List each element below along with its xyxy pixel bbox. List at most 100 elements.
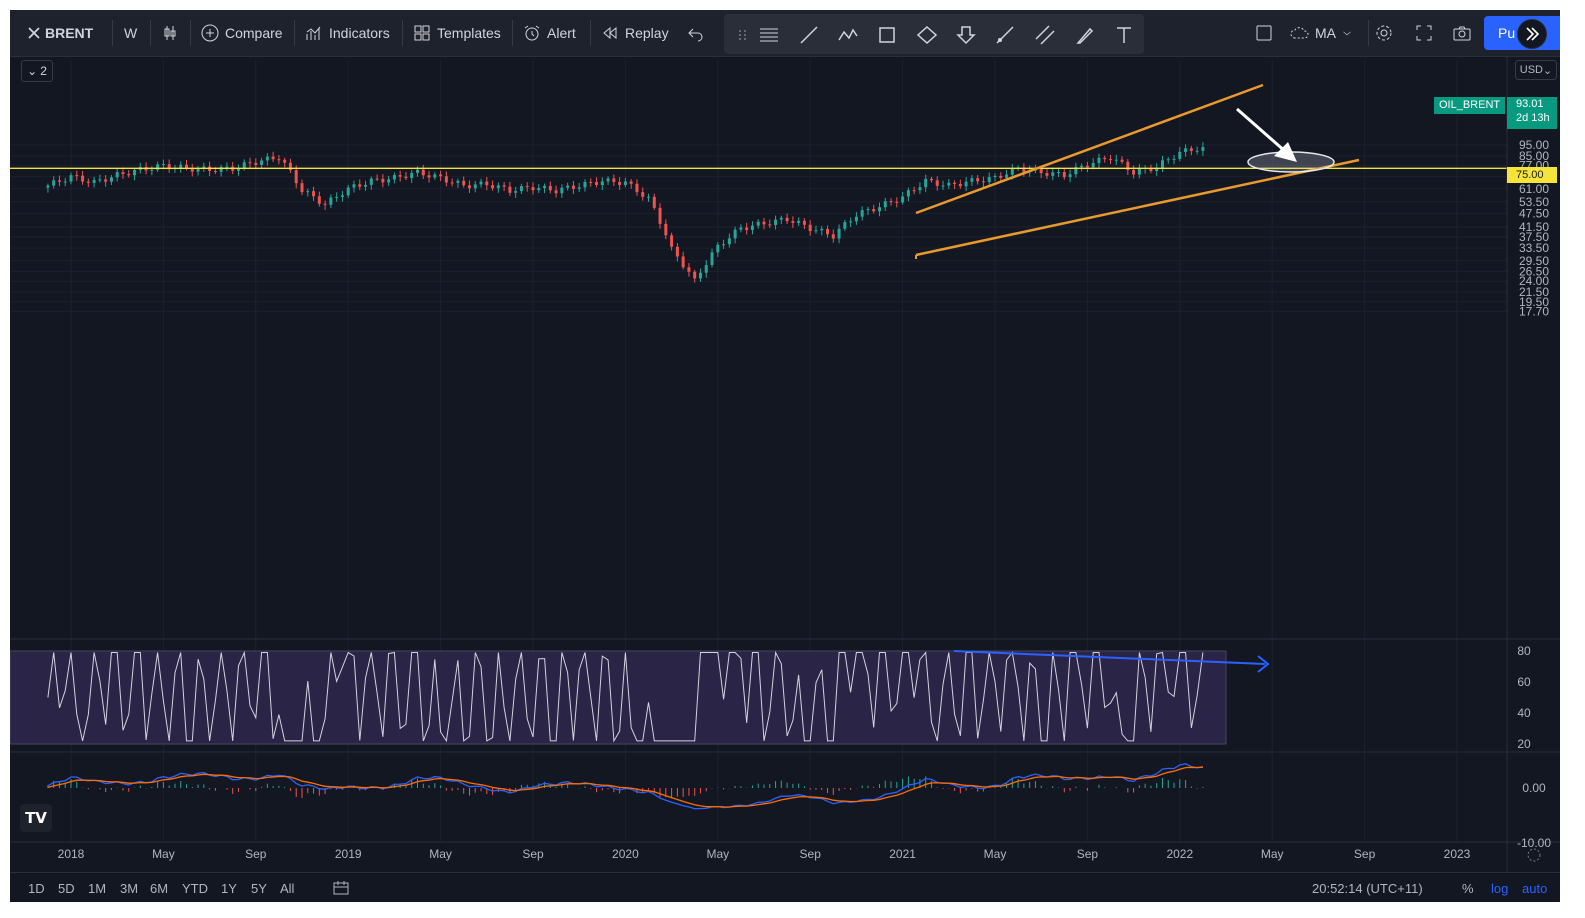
ray-icon[interactable] <box>994 24 1016 46</box>
candle-body <box>722 244 726 246</box>
settings-button[interactable] <box>1374 19 1394 47</box>
layout-badge[interactable]: ⌄ 2 <box>21 60 53 82</box>
fullscreen-button[interactable] <box>1414 19 1434 47</box>
candle-body <box>179 164 183 168</box>
candle-body <box>236 167 240 171</box>
candle-body <box>525 186 529 188</box>
candle-body <box>473 184 477 189</box>
rsi-band <box>10 650 1227 745</box>
candle-body <box>508 186 512 193</box>
down-arrow-shaft <box>1236 107 1287 154</box>
time-axis-tick: 2021 <box>889 847 916 861</box>
candle-body <box>779 217 783 220</box>
publish-button[interactable]: Pu <box>1484 16 1560 50</box>
rewind-icon <box>603 26 617 40</box>
interval-button[interactable]: W <box>124 19 137 47</box>
layout-button[interactable] <box>1254 19 1274 47</box>
candle-body <box>612 178 616 183</box>
price-axis-tick: 21.50 <box>1519 285 1549 299</box>
range-6m[interactable]: 6M <box>150 881 169 896</box>
candle-body <box>912 190 916 192</box>
rectangle-icon[interactable] <box>876 24 898 46</box>
candle-body <box>288 162 292 171</box>
candle-body <box>219 166 223 172</box>
rsi-divergence-line <box>953 650 1266 665</box>
percent-toggle[interactable]: % <box>1462 881 1474 896</box>
range-1d[interactable]: 1D <box>28 881 45 896</box>
auto-toggle[interactable]: auto <box>1522 881 1548 896</box>
candle-body <box>323 203 327 205</box>
symbol-name[interactable]: BRENT <box>45 25 94 41</box>
candle-body <box>745 227 749 230</box>
candle-body <box>1132 169 1136 175</box>
clock[interactable]: 20:52:14 (UTC+11) <box>1312 881 1423 896</box>
candle-body <box>641 192 645 197</box>
ma-indicator-button[interactable]: MA <box>1290 19 1353 47</box>
trend-line-icon[interactable] <box>798 24 820 46</box>
range-5y[interactable]: 5Y <box>251 881 267 896</box>
double-chevron-right-icon <box>1526 27 1540 41</box>
range-3m[interactable]: 3M <box>120 881 139 896</box>
candle-body <box>716 244 720 253</box>
parallel-channel-icon[interactable] <box>1034 24 1056 46</box>
price-axis-tick: 95.00 <box>1519 138 1549 152</box>
log-toggle[interactable]: log <box>1491 881 1509 896</box>
candle-body <box>254 162 258 165</box>
range-ytd[interactable]: YTD <box>182 881 208 896</box>
candle-body <box>416 169 419 173</box>
close-button[interactable]: BRENT <box>24 19 93 47</box>
candle-body <box>947 182 951 186</box>
time-axis-tick: May <box>984 847 1007 861</box>
candle-body <box>1195 150 1199 152</box>
more-button[interactable] <box>1517 19 1547 49</box>
line-style-icon[interactable] <box>758 24 780 46</box>
drag-handle-icon[interactable] <box>732 24 754 46</box>
candle-body <box>161 164 165 166</box>
candle-body <box>109 177 113 182</box>
range-all[interactable]: All <box>280 881 295 896</box>
candle-body <box>727 238 731 245</box>
candles-icon <box>164 26 176 40</box>
candle-body <box>410 172 414 179</box>
time-axis-tick: 2020 <box>612 847 639 861</box>
range-1m[interactable]: 1M <box>88 881 107 896</box>
candle-body <box>202 166 206 169</box>
candle-body <box>46 185 50 188</box>
ellipse-icon[interactable] <box>916 24 938 46</box>
calendar-icon[interactable] <box>332 880 350 896</box>
candle-body <box>768 224 772 226</box>
indicators-button[interactable]: Indicators <box>304 19 390 47</box>
candle-body <box>970 178 974 182</box>
brush-icon[interactable] <box>1074 24 1096 46</box>
candle-body <box>329 197 333 205</box>
alert-button[interactable]: Alert <box>522 19 576 47</box>
rsi-axis-tick: 40 <box>1517 706 1531 720</box>
text-icon[interactable] <box>1113 24 1135 46</box>
range-5d[interactable]: 5D <box>58 881 75 896</box>
candle-body <box>843 222 847 229</box>
candle-body <box>993 175 997 177</box>
path-icon[interactable] <box>837 24 859 46</box>
screenshot-button[interactable] <box>1452 19 1472 47</box>
price-axis-tick: 24.00 <box>1519 274 1549 288</box>
chart-type-button[interactable] <box>160 19 180 47</box>
bar-countdown: 2d 13h <box>1516 112 1550 124</box>
compare-button[interactable]: Compare <box>200 19 283 47</box>
replay-button[interactable]: Replay <box>600 19 669 47</box>
currency-selector[interactable]: USD ⌄ <box>1515 60 1557 80</box>
undo-button[interactable] <box>686 19 706 47</box>
candle-body <box>849 221 853 223</box>
candle-body <box>115 172 119 178</box>
candle-body <box>958 184 962 187</box>
candle-body <box>802 220 806 225</box>
alarm-clock-icon <box>524 25 540 41</box>
time-axis-tick: Sep <box>522 847 544 861</box>
range-1y[interactable]: 1Y <box>221 881 237 896</box>
arrow-down-icon[interactable] <box>955 24 977 46</box>
time-axis-tick: Sep <box>1354 847 1376 861</box>
chart-canvas[interactable]: 95.0085.0077.0069.0061.0053.5047.5041.50… <box>10 10 1560 902</box>
candle-body <box>606 178 610 182</box>
templates-button[interactable]: Templates <box>412 19 501 47</box>
candle-body <box>866 209 870 211</box>
tradingview-logo[interactable]: 𝗧𝗩 <box>20 804 52 832</box>
